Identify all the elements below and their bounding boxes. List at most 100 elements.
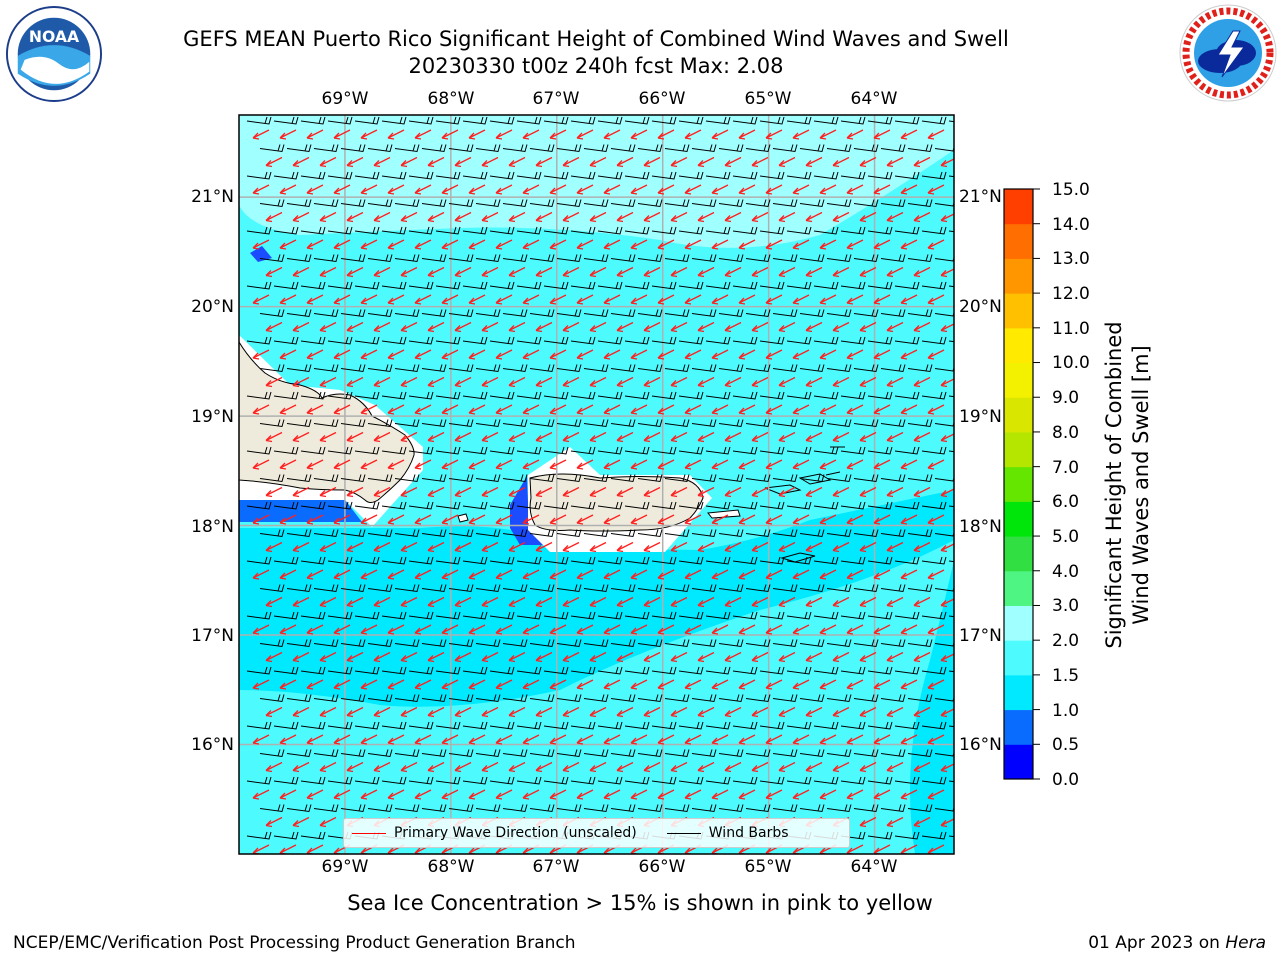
wave-direction-arrow xyxy=(508,321,526,333)
wind-barb xyxy=(583,584,609,593)
wind-barb xyxy=(853,529,879,538)
colorbar-tick: 14.0 xyxy=(1052,215,1090,235)
wind-barb xyxy=(556,419,582,428)
wave-direction-arrow xyxy=(751,321,769,333)
wind-barb xyxy=(502,694,528,703)
wave-direction-arrow xyxy=(913,321,931,333)
wind-barb xyxy=(880,694,906,703)
wind-barb xyxy=(880,364,906,373)
wave-direction-arrow xyxy=(481,596,499,608)
wave-direction-arrow xyxy=(886,651,904,663)
wind-barb xyxy=(340,584,366,593)
wave-direction-arrow xyxy=(900,679,918,690)
wave-direction-arrow xyxy=(279,569,297,580)
wave-direction-arrow xyxy=(873,349,891,360)
wind-barb xyxy=(516,556,542,565)
wave-direction-arrow xyxy=(738,789,756,800)
wind-barb xyxy=(300,501,326,510)
wind-barb xyxy=(624,611,650,620)
plot-subtitle-run: 20230330 t00z 240h fcst Max: 2.08 xyxy=(408,54,784,78)
wave-direction-arrow xyxy=(562,211,580,223)
wind-barb xyxy=(867,501,893,510)
wind-barb xyxy=(367,254,393,263)
wave-direction-arrow xyxy=(670,596,688,608)
wind-barb xyxy=(664,474,690,483)
wind-barb xyxy=(745,694,771,703)
wave-direction-arrow xyxy=(886,321,904,333)
wave-direction-arrow xyxy=(738,184,756,195)
wind-barb xyxy=(394,804,420,813)
wind-barb xyxy=(772,254,798,263)
wind-barb xyxy=(907,584,933,593)
wind-barb xyxy=(435,116,461,125)
wind-barb xyxy=(678,336,704,345)
wind-barb xyxy=(772,199,798,208)
wave-direction-arrow xyxy=(751,431,769,443)
lon-tick-top: 69°W xyxy=(321,89,369,109)
wind-barb xyxy=(921,556,947,565)
wind-barb xyxy=(759,446,785,455)
wind-barb xyxy=(759,116,785,125)
wave-direction-arrow xyxy=(333,624,351,635)
wave-direction-arrow xyxy=(306,239,324,250)
wind-barb xyxy=(543,116,569,125)
wave-direction-arrow xyxy=(697,431,715,443)
wave-direction-arrow xyxy=(751,596,769,608)
wave-direction-arrow xyxy=(805,211,823,223)
wind-barb xyxy=(664,804,690,813)
land-vieques xyxy=(707,509,741,519)
wave-direction-arrow xyxy=(724,376,742,388)
wave-direction-arrow xyxy=(819,294,837,305)
wind-barb xyxy=(246,281,272,290)
wave-direction-arrow xyxy=(360,624,378,635)
wind-barb xyxy=(826,694,852,703)
lon-tick-bottom: 66°W xyxy=(638,857,686,877)
wind-barb xyxy=(759,721,785,730)
wind-barb xyxy=(529,749,555,758)
wind-barb xyxy=(543,501,569,510)
wave-direction-arrow xyxy=(427,596,445,608)
wave-direction-arrow xyxy=(252,624,270,635)
wave-direction-arrow xyxy=(360,349,378,360)
wind-barb xyxy=(813,116,839,125)
wind-barb xyxy=(273,831,299,840)
wave-direction-arrow xyxy=(252,294,270,305)
wave-direction-arrow xyxy=(846,679,864,690)
wave-direction-arrow xyxy=(859,816,877,828)
sea-field-blue-spot xyxy=(250,246,272,262)
wind-barb xyxy=(853,309,879,318)
wave-direction-arrow xyxy=(292,706,310,718)
wave-direction-arrow xyxy=(859,266,877,278)
wind-barb xyxy=(273,721,299,730)
wave-direction-arrow xyxy=(549,349,567,360)
wind-barb xyxy=(759,501,785,510)
wave-direction-arrow xyxy=(589,266,607,278)
wave-direction-arrow xyxy=(819,789,837,800)
wind-barb xyxy=(705,171,731,180)
wind-barb xyxy=(718,804,744,813)
wind-barb xyxy=(286,529,312,538)
wind-barb xyxy=(354,611,380,620)
wind-barb xyxy=(745,364,771,373)
wind-barb xyxy=(867,391,893,400)
wind-barb xyxy=(583,254,609,263)
colorbar-tick: 11.0 xyxy=(1052,319,1090,339)
wave-direction-arrow xyxy=(373,211,391,223)
wind-barb xyxy=(840,501,866,510)
wave-direction-arrow xyxy=(562,156,580,168)
wind-barb xyxy=(624,391,650,400)
wind-barb xyxy=(786,281,812,290)
wind-barb xyxy=(813,721,839,730)
wind-barb xyxy=(826,584,852,593)
wave-direction-arrow xyxy=(846,239,864,250)
wind-barb xyxy=(732,226,758,235)
wind-barb xyxy=(516,391,542,400)
wave-direction-arrow xyxy=(792,294,810,305)
wave-direction-arrow xyxy=(441,514,459,525)
wave-direction-arrow xyxy=(873,294,891,305)
wind-barb xyxy=(597,666,623,675)
wave-direction-arrow xyxy=(292,321,310,333)
wind-barb xyxy=(799,529,825,538)
wave-direction-arrow xyxy=(535,651,553,663)
wind-barb xyxy=(610,529,636,538)
